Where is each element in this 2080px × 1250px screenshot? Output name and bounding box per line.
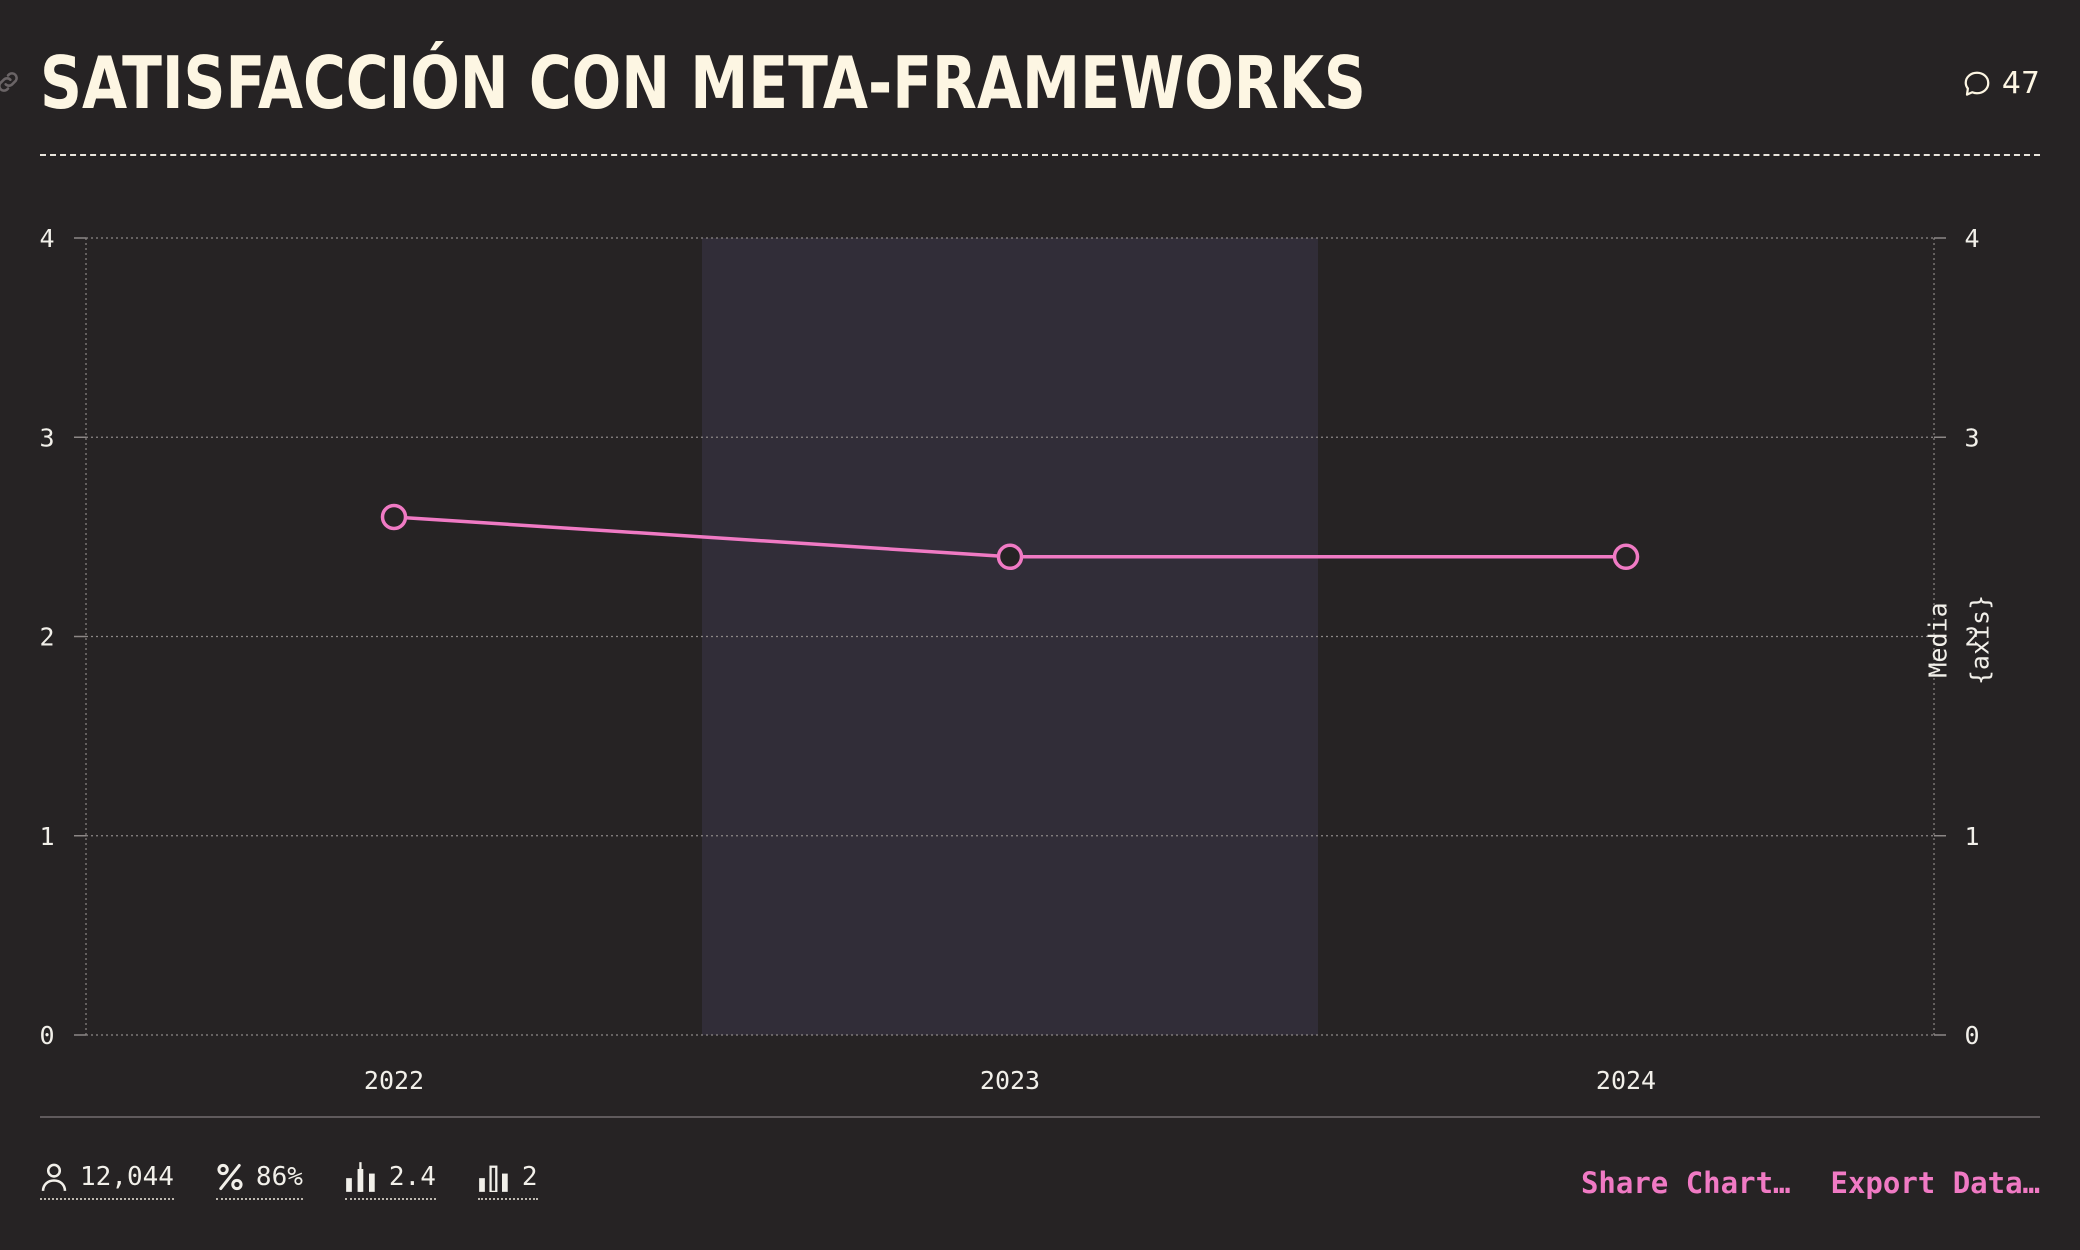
data-point xyxy=(380,503,408,531)
y-tick-label: 3 xyxy=(39,423,54,452)
comments-button[interactable]: 47 xyxy=(1962,66,2040,101)
y2-tick-label: 1 xyxy=(1964,822,1979,851)
user-icon xyxy=(41,1163,67,1191)
x-tick-label: 2022 xyxy=(364,1066,424,1095)
median-bars-icon xyxy=(479,1165,508,1192)
title-divider xyxy=(40,154,2040,156)
y2-tick-label: 0 xyxy=(1964,1021,1979,1050)
highlight-band xyxy=(702,238,1318,1035)
respondents-value: 12,044 xyxy=(80,1162,174,1192)
link-icon[interactable] xyxy=(0,68,22,96)
percentage-value: 86% xyxy=(255,1162,303,1192)
respondents-stat[interactable]: 12,044 xyxy=(40,1162,174,1200)
mean-value: 2.4 xyxy=(388,1162,436,1192)
mean-stat[interactable]: 2.4 xyxy=(344,1162,436,1200)
share-chart-button[interactable]: Share Chart… xyxy=(1580,1166,1791,1200)
line-chart: 0 0 1 1 2 2 3 3 4 4 2022 2023 2024 Media {axis} xyxy=(39,224,1995,1095)
y-tick-label: 0 xyxy=(39,1021,54,1050)
chart-actions: Share Chart… Export Data… xyxy=(1581,1166,2040,1200)
x-tick-label: 2024 xyxy=(1596,1066,1656,1095)
y-tick-label: 4 xyxy=(39,224,54,253)
median-stat[interactable]: 2 xyxy=(477,1162,538,1200)
x-tick-label: 2023 xyxy=(980,1066,1040,1095)
percentage-stat[interactable]: 86% xyxy=(215,1162,303,1200)
data-point xyxy=(996,543,1024,571)
summary-stats: 12,044 86% 2.4 2 xyxy=(40,1162,538,1200)
data-point xyxy=(1612,543,1640,571)
y2-tick-label: 3 xyxy=(1964,423,1979,452)
percent-icon xyxy=(217,1163,243,1191)
mean-bars-icon xyxy=(346,1162,375,1192)
comment-icon xyxy=(1964,71,1990,96)
y2-tick-label: 2 xyxy=(1964,623,1979,652)
y2-axis-label-placeholder: {axis} xyxy=(1966,595,1995,685)
export-data-button[interactable]: Export Data… xyxy=(1830,1166,2040,1200)
footer-divider xyxy=(40,1116,2040,1118)
page-title: SATISFACCIÓN CON META-FRAMEWORKS xyxy=(40,41,1366,125)
y2-tick-label: 4 xyxy=(1964,224,1979,253)
y-tick-label: 1 xyxy=(39,822,54,851)
median-value: 2 xyxy=(521,1162,538,1192)
comment-count: 47 xyxy=(2001,66,2040,101)
y-tick-label: 2 xyxy=(39,623,54,652)
y2-axis-label: Media xyxy=(1924,602,1953,677)
